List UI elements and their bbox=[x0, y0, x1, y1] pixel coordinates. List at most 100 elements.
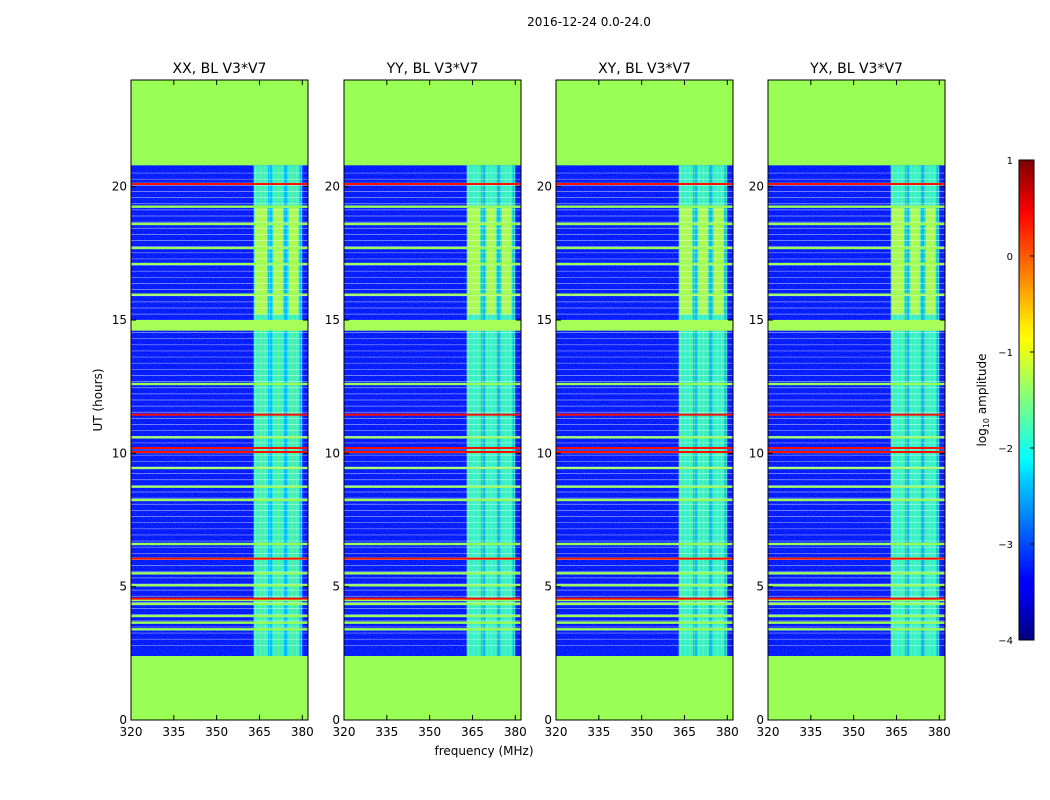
high-amplitude-row bbox=[131, 413, 308, 416]
y-tick-label: 15 bbox=[749, 313, 764, 327]
rfi-bright-section bbox=[502, 208, 512, 315]
colorbar-tick-label: 0 bbox=[1007, 252, 1013, 263]
flagged-row bbox=[344, 584, 521, 587]
flagged-row bbox=[131, 222, 308, 226]
axes-frame bbox=[767, 79, 946, 721]
flagged-row bbox=[768, 614, 945, 618]
axes-frame bbox=[555, 79, 734, 721]
flagged-band bbox=[556, 320, 733, 331]
y-tick-label: 5 bbox=[119, 580, 127, 594]
flagged-row bbox=[344, 382, 521, 386]
high-amplitude-row bbox=[131, 447, 308, 449]
high-amplitude-row bbox=[344, 451, 521, 453]
flagged-row bbox=[131, 598, 308, 602]
rfi-bright-section bbox=[273, 208, 283, 315]
flagged-row bbox=[556, 293, 733, 296]
flagged-band bbox=[768, 320, 945, 331]
y-tick-label: 0 bbox=[756, 713, 764, 727]
flagged-row bbox=[344, 621, 521, 624]
flagged-row bbox=[131, 614, 308, 618]
flagged-row bbox=[556, 466, 733, 470]
y-tick-label: 0 bbox=[119, 713, 127, 727]
flagged-row bbox=[556, 246, 733, 250]
flagged-row bbox=[131, 293, 308, 296]
flagged-row bbox=[768, 293, 945, 296]
flagged-row bbox=[344, 293, 521, 296]
flagged-row bbox=[556, 498, 733, 502]
colorbar-tick-label: −1 bbox=[998, 348, 1013, 359]
y-tick-label: 15 bbox=[325, 313, 340, 327]
rfi-subband bbox=[288, 165, 300, 657]
colorbar-gradient bbox=[1018, 159, 1035, 641]
flagged-row bbox=[344, 498, 521, 502]
rfi-bright-section bbox=[714, 208, 724, 315]
rfi-bright-section bbox=[698, 208, 708, 315]
flagged-row bbox=[768, 222, 945, 226]
x-tick-label: 365 bbox=[461, 725, 484, 739]
panel-title: XX, BL V3*V7 bbox=[173, 61, 267, 77]
x-tick-label: 380 bbox=[928, 725, 951, 739]
y-tick-label: 10 bbox=[325, 446, 340, 460]
flagged-row bbox=[768, 498, 945, 502]
axes-frame bbox=[130, 79, 309, 721]
flagged-row bbox=[344, 628, 521, 631]
flagged-row bbox=[344, 222, 521, 226]
x-axis-label: frequency (MHz) bbox=[434, 744, 533, 758]
rfi-subband bbox=[485, 165, 497, 657]
panel-4: YX, BL V3*V7 320 335 350 365 380 0 5 10 15 20 bbox=[749, 61, 951, 739]
high-amplitude-row bbox=[131, 557, 308, 560]
flagged-row bbox=[556, 628, 733, 631]
colorbar-tick-label: 1 bbox=[1007, 156, 1013, 167]
flagged-row bbox=[131, 262, 308, 266]
flagged-row bbox=[768, 466, 945, 470]
flagged-row bbox=[131, 621, 308, 624]
panel-1: XX, BL V3*V7 320 335 350 365 380 0 5 10 15 20 bbox=[112, 61, 314, 739]
flagged-row bbox=[768, 628, 945, 631]
flagged-row bbox=[131, 572, 308, 575]
flagged-row bbox=[556, 382, 733, 386]
rfi-bright-section bbox=[486, 208, 496, 315]
y-tick-label: 0 bbox=[332, 713, 340, 727]
high-amplitude-row bbox=[556, 413, 733, 416]
flagged-row bbox=[131, 485, 308, 488]
y-tick-label: 10 bbox=[749, 446, 764, 460]
x-tick-label: 350 bbox=[418, 725, 441, 739]
x-tick-label: 365 bbox=[885, 725, 908, 739]
flagged-row bbox=[131, 628, 308, 631]
high-amplitude-row bbox=[131, 183, 308, 185]
y-tick-label: 20 bbox=[537, 180, 552, 194]
colorbar: 1 0 −1 −2 −3 −4 log10 amplitude bbox=[975, 156, 1035, 647]
x-tick-label: 320 bbox=[120, 725, 143, 739]
flagged-row bbox=[131, 542, 308, 546]
x-tick-label: 320 bbox=[757, 725, 780, 739]
colorbar-tick-label: −3 bbox=[998, 540, 1013, 551]
x-tick-label: 380 bbox=[504, 725, 527, 739]
flagged-row bbox=[768, 602, 945, 606]
colorbar-label: log10 amplitude bbox=[975, 354, 991, 447]
x-tick-label: 335 bbox=[587, 725, 610, 739]
high-amplitude-row bbox=[768, 597, 945, 600]
rfi-bright-section bbox=[926, 208, 936, 315]
x-tick-label: 350 bbox=[205, 725, 228, 739]
flagged-row bbox=[344, 602, 521, 606]
flagged-row bbox=[344, 262, 521, 266]
flagged-row bbox=[768, 205, 945, 208]
high-amplitude-row bbox=[556, 597, 733, 600]
flagged-row bbox=[556, 621, 733, 624]
flagged-row bbox=[556, 222, 733, 226]
x-tick-label: 365 bbox=[248, 725, 271, 739]
flagged-row bbox=[131, 466, 308, 470]
flagged-row bbox=[344, 246, 521, 250]
flagged-row bbox=[131, 205, 308, 208]
x-tick-label: 335 bbox=[799, 725, 822, 739]
flagged-row bbox=[556, 262, 733, 266]
high-amplitude-row bbox=[344, 447, 521, 449]
y-tick-label: 10 bbox=[112, 446, 127, 460]
x-tick-label: 350 bbox=[630, 725, 653, 739]
colorbar-tick-label: −4 bbox=[998, 636, 1013, 647]
rfi-subband bbox=[925, 165, 937, 657]
high-amplitude-row bbox=[556, 447, 733, 449]
rfi-bright-section bbox=[289, 208, 299, 315]
colorbar-tick-label: −2 bbox=[998, 444, 1013, 455]
